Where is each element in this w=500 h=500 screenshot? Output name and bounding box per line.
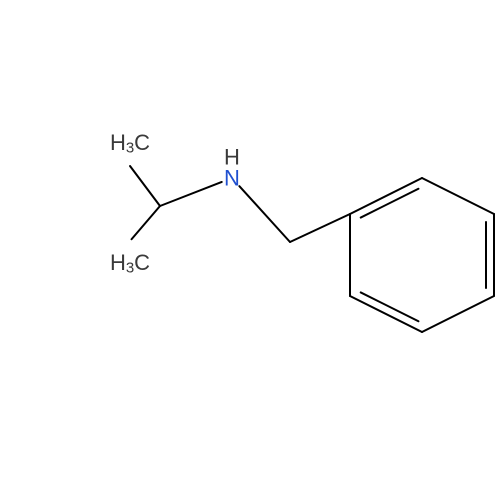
atom-label: H3C xyxy=(110,130,150,157)
atom-label: H3C xyxy=(110,250,150,277)
bond xyxy=(132,206,160,239)
bond xyxy=(130,166,160,206)
bond xyxy=(422,178,494,214)
bond xyxy=(350,296,422,332)
bond xyxy=(160,182,222,206)
molecule-diagram: H3CH3CNH xyxy=(0,0,500,500)
bond xyxy=(290,214,350,242)
atom-label: H xyxy=(224,145,240,170)
bond xyxy=(350,178,422,214)
bond xyxy=(361,189,419,218)
bond xyxy=(239,186,290,242)
bond xyxy=(361,292,419,321)
bond xyxy=(422,296,494,332)
